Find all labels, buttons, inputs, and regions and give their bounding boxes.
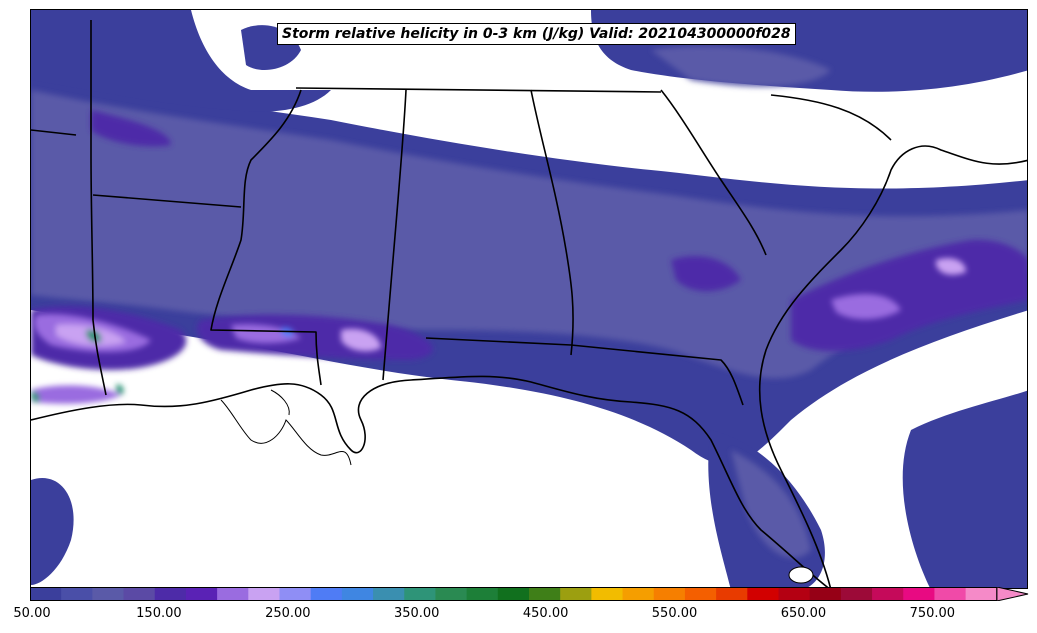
colorbar-segment (872, 587, 904, 601)
colorbar-segment (934, 587, 967, 601)
border-tx-la (90, 154, 107, 396)
colorbar-segment (529, 587, 561, 601)
colorbar-border (30, 587, 998, 601)
colorbar-segment (560, 587, 592, 601)
border-ok-tx (31, 129, 77, 136)
colorbar-segment (747, 587, 779, 601)
colorbar-tick-label: 450.00 (522, 606, 569, 621)
colorbar-segment (185, 587, 218, 601)
colorbar (30, 587, 1029, 601)
colorbar-segment (279, 587, 312, 601)
colorbar-segment (778, 587, 811, 601)
border-fl-panhandle (425, 337, 744, 406)
colorbar-tick-label: 250.00 (265, 606, 311, 621)
colorbar-segment (217, 587, 249, 601)
helicity-shading-mid (31, 46, 1027, 558)
helicity-shading-peak (31, 258, 966, 404)
colorbar-segment (591, 587, 624, 601)
gulf-coastline (31, 375, 830, 588)
border-nc-sc (770, 94, 892, 141)
colorbar-segment (435, 587, 468, 601)
map-panel: Storm relative helicity in 0-3 km (J/kg)… (30, 9, 1028, 589)
border-al-ga (530, 89, 574, 356)
map-title: Storm relative helicity in 0-3 km (J/kg)… (277, 23, 796, 45)
helicity-map (31, 10, 1027, 588)
colorbar-segment (622, 587, 655, 601)
colorbar-segment (965, 587, 998, 601)
colorbar-segment (716, 587, 748, 601)
colorbar-tick-label: 150.00 (136, 606, 182, 621)
colorbar-tick-label: 750.00 (909, 606, 956, 621)
colorbar-segment (310, 587, 343, 601)
border-ga-sc (660, 89, 767, 256)
colorbar-segment (30, 587, 62, 601)
colorbar-segment (684, 587, 717, 601)
colorbar-segment (123, 587, 156, 601)
colorbar-segment (92, 587, 125, 601)
colorbar-tick-label: 650.00 (780, 606, 827, 621)
louisiana-coast-detail (220, 389, 352, 466)
colorbar-segments (30, 587, 998, 601)
colorbar-segment (653, 587, 686, 601)
colorbar-extend-arrow (996, 587, 1029, 601)
colorbar-segment (154, 587, 187, 601)
colorbar-segment (404, 587, 436, 601)
colorbar-segment (373, 587, 405, 601)
colorbar-segment (61, 587, 93, 601)
colorbar-segment (497, 587, 530, 601)
colorbar-segment (466, 587, 499, 601)
lake-okeechobee (788, 566, 814, 584)
colorbar-segment (809, 587, 842, 601)
atlantic-coastline (758, 145, 1027, 588)
border-ms-al (382, 89, 407, 381)
border-ar-la (92, 194, 242, 208)
colorbar-segment (248, 587, 280, 601)
colorbar-segment (903, 587, 935, 601)
colorbar-segment (840, 587, 873, 601)
border-ms-river (210, 89, 322, 386)
boundaries (31, 20, 1027, 588)
border-tn (295, 87, 662, 93)
colorbar-tick-label: 550.00 (651, 606, 698, 621)
colorbar-segment (341, 587, 374, 601)
colorbar-tick-label: 350.00 (393, 606, 440, 621)
colorbar-tick-label: 50.00 (13, 606, 51, 621)
